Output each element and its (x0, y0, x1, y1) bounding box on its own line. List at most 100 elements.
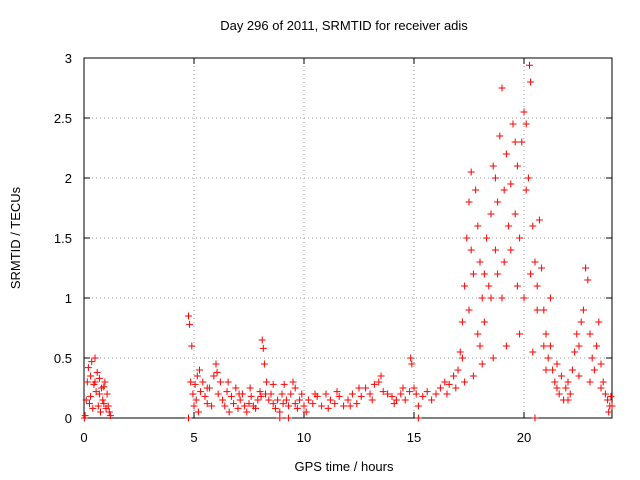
data-point (83, 378, 91, 386)
data-point (505, 222, 513, 230)
data-point (520, 294, 528, 302)
data-point (511, 138, 519, 146)
data-point (502, 342, 510, 350)
data-point (406, 388, 414, 396)
data-point (604, 396, 612, 404)
data-point (254, 396, 262, 404)
data-point (258, 336, 266, 344)
data-point (597, 360, 605, 368)
data-point (344, 396, 352, 404)
data-point (280, 380, 288, 388)
data-point (187, 378, 195, 386)
data-point (260, 360, 268, 368)
data-point (276, 408, 284, 416)
data-point (476, 342, 484, 350)
data-point (236, 396, 244, 404)
y-axis-label: SRMTID / TECUs (8, 186, 23, 289)
data-point (399, 384, 407, 392)
data-point (540, 306, 548, 314)
data-point (257, 392, 265, 400)
data-point (232, 384, 240, 392)
data-point (274, 396, 282, 404)
data-point (566, 390, 574, 398)
data-point (285, 402, 293, 410)
data-point (188, 342, 196, 350)
data-point (507, 246, 515, 254)
data-point (88, 358, 96, 366)
data-point (458, 354, 466, 362)
data-point (410, 384, 418, 392)
data-point (203, 400, 211, 408)
data-point (494, 198, 502, 206)
data-point (271, 404, 279, 412)
data-point (324, 404, 332, 412)
data-point (95, 374, 103, 382)
data-point (518, 138, 526, 146)
data-point (353, 400, 361, 408)
data-point (230, 400, 238, 408)
data-point (526, 61, 533, 69)
data-point (423, 388, 431, 396)
data-point (412, 390, 420, 398)
data-point (472, 186, 480, 194)
data-point (476, 258, 484, 266)
data-point (362, 384, 370, 392)
data-point (397, 390, 405, 398)
data-point (243, 408, 251, 416)
data-point (414, 402, 422, 410)
data-point (485, 282, 493, 290)
data-point (304, 396, 312, 404)
data-point (590, 366, 598, 374)
data-point (291, 384, 299, 392)
data-point (531, 258, 539, 266)
data-point (103, 390, 111, 398)
data-point (296, 396, 304, 404)
data-point (513, 282, 521, 290)
data-point (278, 390, 286, 398)
data-point (335, 392, 343, 400)
data-point (190, 402, 198, 410)
data-point (91, 378, 99, 386)
data-point (185, 312, 192, 320)
data-point (579, 306, 587, 314)
data-point (586, 378, 594, 386)
data-point (450, 372, 458, 380)
data-point (513, 162, 521, 170)
data-point (269, 380, 277, 388)
data-point (511, 210, 519, 218)
data-point (191, 380, 199, 388)
data-point (542, 330, 550, 338)
data-point (522, 186, 530, 194)
data-point (366, 390, 374, 398)
data-point (443, 390, 451, 398)
data-point (487, 294, 495, 302)
data-point (256, 388, 264, 396)
data-point (370, 380, 378, 388)
data-point (87, 392, 95, 400)
data-point (529, 348, 537, 356)
axis-ticks: 0 5 10 15 20 0 0.5 1 1.5 2 2.5 3 (54, 51, 612, 445)
data-point (212, 360, 220, 368)
data-point (368, 396, 376, 404)
data-point (100, 383, 108, 391)
data-point (529, 222, 537, 230)
data-point (357, 392, 365, 400)
x-tick-label: 15 (407, 430, 421, 445)
data-point (520, 108, 528, 116)
data-point (573, 330, 581, 338)
data-point (259, 344, 267, 352)
data-point (377, 372, 385, 380)
data-point (582, 264, 590, 272)
data-point (247, 392, 255, 400)
data-point (509, 120, 517, 128)
data-point (194, 408, 202, 416)
data-point (392, 396, 400, 404)
data-point (544, 354, 552, 362)
data-point (101, 378, 109, 386)
data-point (219, 396, 227, 404)
data-point (214, 390, 222, 398)
data-point (97, 408, 104, 416)
data-point (106, 412, 114, 420)
data-point (241, 402, 249, 410)
